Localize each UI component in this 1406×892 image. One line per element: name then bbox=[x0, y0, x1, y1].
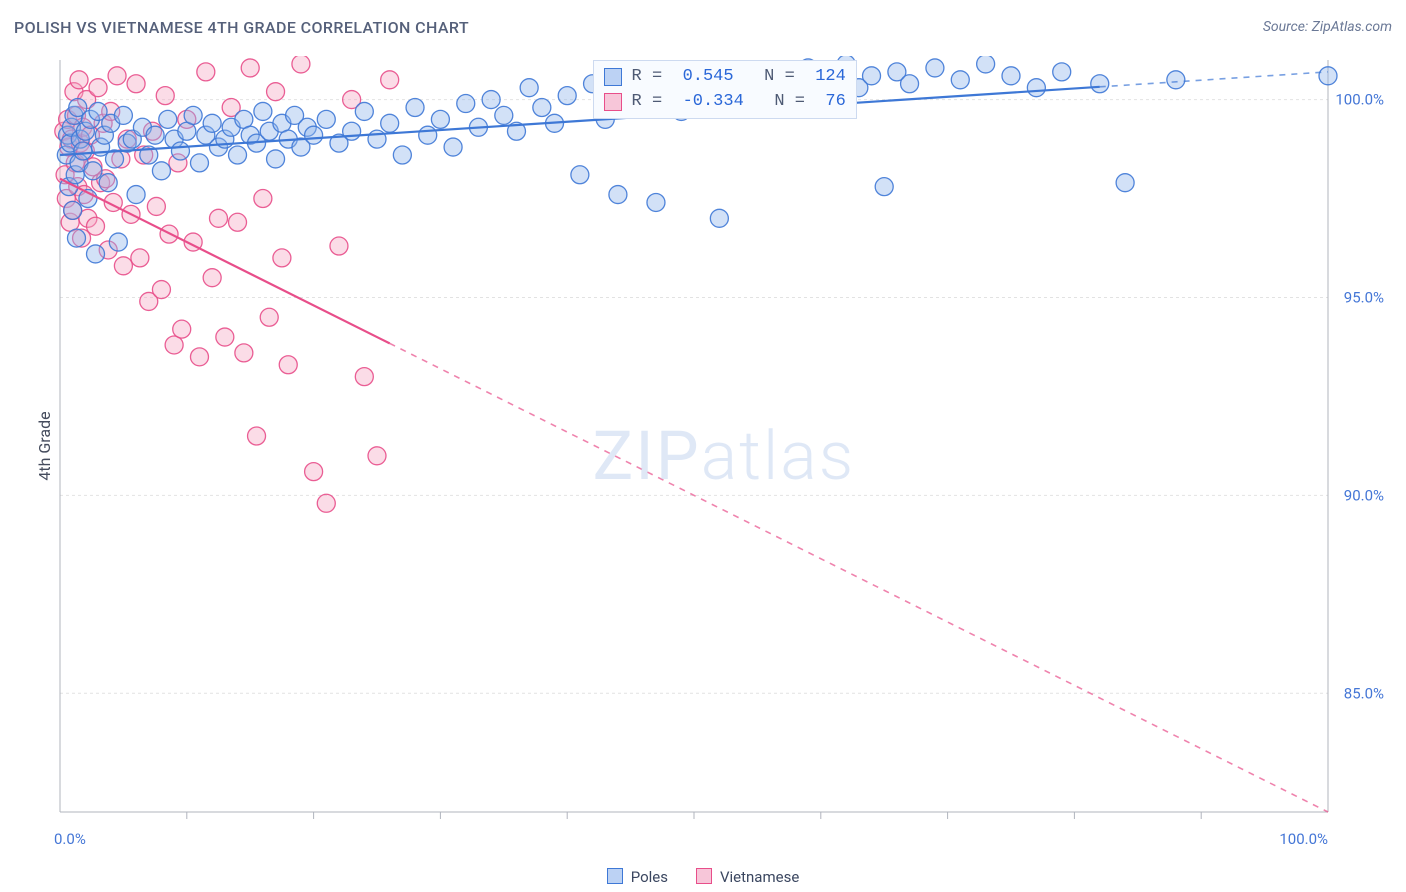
source-label: Source: ZipAtlas.com bbox=[1263, 19, 1392, 35]
legend-swatch bbox=[607, 868, 623, 884]
scatter-chart: 85.0% 90.0% 95.0% 100.0% bbox=[46, 56, 1392, 826]
svg-text:95.0%: 95.0% bbox=[1344, 288, 1384, 306]
chart-title: POLISH VS VIETNAMESE 4TH GRADE CORRELATI… bbox=[14, 18, 469, 37]
legend-label: Poles bbox=[631, 868, 668, 886]
chart-header: POLISH VS VIETNAMESE 4TH GRADE CORRELATI… bbox=[0, 0, 1406, 46]
plot-area: 85.0%90.0%95.0%100.0% ZIPatlas R = 0.545… bbox=[46, 56, 1392, 826]
series-swatch bbox=[604, 93, 622, 111]
legend-label: Vietnamese bbox=[720, 868, 799, 886]
stats-legend: R = 0.545 N = 124R = -0.334 N = 76 bbox=[593, 60, 857, 119]
stats-row: R = -0.334 N = 76 bbox=[604, 90, 846, 115]
x-axis-max-label: 100.0% bbox=[1279, 830, 1328, 848]
svg-text:90.0%: 90.0% bbox=[1344, 486, 1384, 504]
stats-text: R = 0.545 N = 124 bbox=[632, 65, 846, 90]
svg-text:100.0%: 100.0% bbox=[1335, 91, 1384, 109]
legend-item: Vietnamese bbox=[696, 868, 799, 886]
legend-bottom: Poles Vietnamese bbox=[0, 868, 1406, 886]
legend-item: Poles bbox=[607, 868, 668, 886]
stats-text: R = -0.334 N = 76 bbox=[632, 90, 846, 115]
series-swatch bbox=[604, 68, 622, 86]
svg-text:85.0%: 85.0% bbox=[1344, 684, 1384, 702]
legend-swatch bbox=[696, 868, 712, 884]
x-axis-min-label: 0.0% bbox=[54, 830, 86, 848]
stats-row: R = 0.545 N = 124 bbox=[604, 65, 846, 90]
